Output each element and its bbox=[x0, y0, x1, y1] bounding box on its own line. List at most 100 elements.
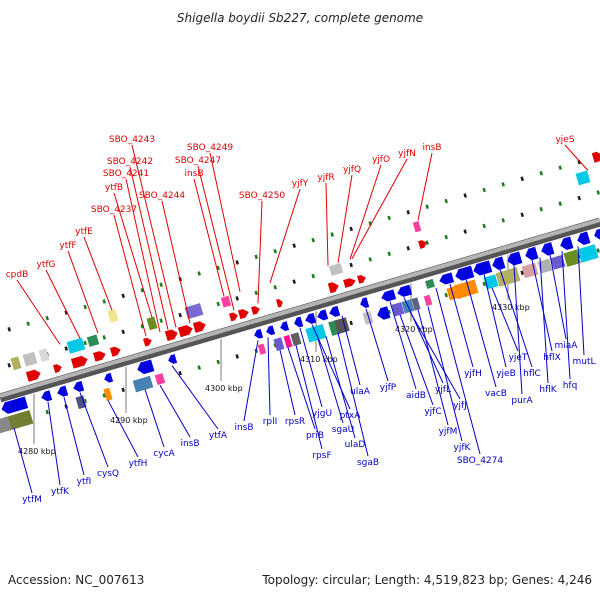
feature-block bbox=[0, 416, 12, 434]
reverse-label-leader bbox=[279, 349, 296, 416]
reverse-gene-arrow bbox=[266, 325, 276, 336]
forward-label-leader bbox=[113, 192, 153, 318]
reverse-label-leader bbox=[311, 324, 351, 410]
reverse-label-leader bbox=[295, 345, 323, 450]
forward-label-leader bbox=[325, 182, 329, 266]
feature-block bbox=[86, 334, 100, 347]
forward-label-leader bbox=[417, 152, 433, 221]
minor-tick-mark bbox=[121, 293, 125, 299]
forward-gene-label: insB bbox=[422, 143, 441, 153]
reverse-label-leader bbox=[287, 347, 316, 430]
reverse-gene-label: ptxA bbox=[340, 411, 362, 421]
reverse-gene-label: insB bbox=[180, 439, 199, 449]
forward-gene-label: ytfF bbox=[59, 241, 76, 251]
minor-tick-mark bbox=[444, 292, 448, 298]
feature-block bbox=[22, 351, 38, 367]
minor-tick-mark bbox=[311, 237, 315, 243]
reverse-label-leader bbox=[171, 365, 219, 430]
forward-gene-arrow bbox=[229, 312, 238, 322]
reverse-gene-label: rpsR bbox=[285, 417, 305, 427]
forward-label-leader bbox=[113, 214, 147, 337]
scale-tick-label: 4310 kbp bbox=[300, 355, 338, 364]
minor-tick-mark bbox=[558, 201, 562, 206]
reverse-gene-arrow bbox=[577, 231, 591, 246]
minor-tick-mark bbox=[387, 215, 391, 221]
reverse-gene-arrow bbox=[317, 309, 329, 321]
reverse-gene-arrow bbox=[294, 316, 304, 328]
reverse-gene-arrow bbox=[168, 354, 178, 364]
reverse-gene-label: purA bbox=[511, 396, 533, 406]
reverse-label-leader bbox=[243, 340, 259, 422]
minor-tick-mark bbox=[482, 187, 486, 193]
forward-label-leader bbox=[269, 188, 301, 283]
feature-block bbox=[575, 170, 591, 186]
forward-label-leader bbox=[129, 166, 169, 330]
forward-label-leader bbox=[67, 250, 99, 334]
reverse-gene-arrow bbox=[492, 256, 506, 270]
scale-tick-label: 4330 kbp bbox=[492, 303, 530, 312]
genome-summary-text: Topology: circular; Length: 4,519,823 bp… bbox=[262, 573, 592, 587]
accession-text: Accession: NC_007613 bbox=[8, 573, 145, 587]
forward-gene-arrow bbox=[164, 329, 178, 342]
reverse-gene-label: cysQ bbox=[97, 469, 119, 479]
genome-backbone bbox=[0, 217, 600, 403]
reverse-label-leader bbox=[317, 338, 344, 424]
minor-tick-mark bbox=[7, 363, 11, 368]
feature-block bbox=[257, 343, 267, 355]
feature-block bbox=[10, 356, 22, 371]
forward-gene-arrow bbox=[237, 309, 249, 320]
reverse-label-leader bbox=[483, 273, 507, 368]
minor-tick-mark bbox=[178, 312, 182, 318]
feature-block bbox=[75, 395, 87, 410]
minor-tick-mark bbox=[482, 223, 486, 229]
feature-block bbox=[425, 278, 435, 289]
forward-gene-label: cpdB bbox=[6, 270, 29, 280]
minor-tick-mark bbox=[235, 354, 239, 359]
feature-block bbox=[103, 387, 113, 401]
feature-block bbox=[273, 337, 285, 352]
gene-label-layer: yjeS insB yjfN yjfO yjfQ yjfR yjfY SBO_4250 SBO_… bbox=[6, 135, 596, 505]
forward-label-leader bbox=[45, 269, 81, 339]
reverse-label-leader bbox=[337, 332, 369, 457]
reverse-label-leader bbox=[63, 397, 85, 476]
minor-tick-mark bbox=[387, 251, 391, 257]
forward-label-leader bbox=[161, 200, 191, 324]
feature-block bbox=[184, 303, 204, 320]
reverse-gene-arrow bbox=[507, 251, 523, 266]
forward-label-leader bbox=[197, 165, 235, 311]
reverse-label-leader bbox=[561, 251, 571, 380]
reverse-gene-label: yjfK bbox=[454, 443, 472, 453]
reverse-gene-arrow bbox=[377, 306, 391, 320]
reverse-label-leader bbox=[389, 301, 417, 390]
reverse-gene-label: ytfH bbox=[129, 459, 148, 469]
forward-label-leader bbox=[131, 144, 177, 328]
reverse-gene-arrow bbox=[1, 396, 29, 414]
reverse-gene-label: ytfM bbox=[22, 495, 42, 505]
minor-tick-mark bbox=[444, 198, 448, 204]
reverse-label-leader bbox=[409, 311, 461, 400]
forward-gene-label: SBO_4247 bbox=[175, 156, 221, 166]
feature-block bbox=[550, 254, 566, 270]
reverse-label-leader bbox=[449, 283, 474, 368]
forward-gene-label: ytfB bbox=[105, 183, 123, 193]
reverse-label-leader bbox=[365, 308, 389, 382]
forward-gene-arrow bbox=[25, 369, 41, 382]
minor-tick-mark bbox=[273, 249, 277, 254]
reverse-gene-label: hfq bbox=[563, 381, 578, 391]
reverse-label-leader bbox=[341, 315, 361, 386]
forward-gene-arrow bbox=[418, 240, 427, 249]
forward-gene-label: ytfG bbox=[37, 260, 56, 270]
feature-block bbox=[577, 244, 599, 263]
scale-tick-label: 4280 kbp bbox=[18, 447, 56, 456]
forward-gene-label: SBO_4250 bbox=[239, 191, 285, 201]
reverse-gene-arrow bbox=[397, 284, 413, 297]
reverse-label-leader bbox=[399, 314, 434, 406]
minor-tick-mark bbox=[273, 285, 277, 290]
minor-tick-mark bbox=[425, 240, 429, 245]
reverse-gene-label: sgaU bbox=[332, 425, 355, 435]
minor-tick-mark bbox=[558, 165, 562, 170]
forward-gene-label: yjeS bbox=[555, 135, 574, 145]
reverse-label-leader bbox=[549, 254, 567, 340]
reverse-gene-arrow bbox=[329, 305, 341, 317]
